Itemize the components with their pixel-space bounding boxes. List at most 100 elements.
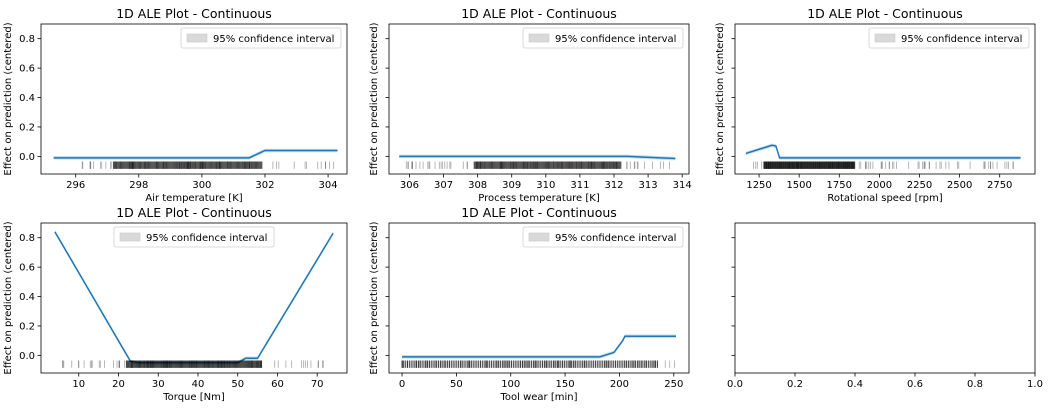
- legend-swatch: [186, 33, 208, 43]
- rug-marks: [81, 161, 335, 169]
- legend: 95% confidence interval: [522, 27, 684, 49]
- panel-title: 1D ALE Plot - Continuous: [461, 6, 617, 21]
- x-tick-label: 2500: [947, 180, 972, 191]
- legend: 95% confidence interval: [522, 226, 684, 248]
- x-tick-label: 200: [610, 379, 629, 390]
- x-tick-label: 30: [152, 379, 165, 390]
- x-tick-label: 314: [673, 180, 692, 191]
- axes-frame: [40, 23, 348, 175]
- axes-frame: [388, 222, 690, 374]
- y-tick-label: 0.2: [19, 321, 35, 332]
- y-tick-label: 0.6: [19, 263, 35, 274]
- ale-line: [399, 155, 676, 160]
- x-axis-label: Torque [Nm]: [162, 392, 225, 403]
- panel-3: 1D ALE Plot - Continuous 1250 1500 1750 2000…: [715, 6, 1036, 204]
- y-tick-label: 0.8: [19, 233, 35, 244]
- ale-line: [53, 149, 338, 159]
- legend-label: 95% confidence interval: [555, 34, 676, 45]
- rug-marks: [401, 360, 675, 368]
- panel-2: 1D ALE Plot - Continuous 306 307 308 309 310 3…: [369, 6, 692, 204]
- legend-swatch: [528, 33, 550, 43]
- panel-title: 1D ALE Plot - Continuous: [116, 205, 272, 220]
- x-axis-label: Air temperature [K]: [145, 193, 242, 204]
- legend: 95% confidence interval: [868, 27, 1030, 49]
- y-tick-label: 0.4: [19, 292, 35, 303]
- x-tick-label: 2250: [907, 180, 932, 191]
- x-tick-label: 0.6: [907, 379, 923, 390]
- legend-swatch: [119, 232, 141, 242]
- x-tick-label: 309: [502, 180, 521, 191]
- legend-box: [113, 226, 275, 248]
- y-tick-label: 0.2: [19, 122, 35, 133]
- panel-6: 0.0 0.2 0.4 0.6 0.8 1.0: [727, 222, 1043, 390]
- x-tick-label: 313: [639, 180, 658, 191]
- y-tick-label: 0.8: [19, 34, 35, 45]
- y-tick-label: 0.0: [19, 152, 35, 163]
- x-tick-label: 304: [319, 180, 338, 191]
- rug-marks: [62, 360, 324, 368]
- panel-1: 1D ALE Plot - Continuous 296 298 300 302 304 0…: [3, 6, 348, 204]
- x-axis-label: Process temperature [K]: [478, 193, 600, 204]
- y-tick-label: 0.0: [19, 351, 35, 362]
- x-tick-label: 1750: [827, 180, 852, 191]
- x-tick-label: 298: [129, 180, 148, 191]
- x-tick-label: 250: [664, 379, 683, 390]
- x-tick-label: 308: [468, 180, 487, 191]
- legend-label: 95% confidence interval: [901, 34, 1022, 45]
- axes-frame: [388, 23, 690, 175]
- legend-swatch: [874, 33, 896, 43]
- y-axis-label: Effect on prediction (centered): [3, 22, 14, 175]
- legend-label: 95% confidence interval: [555, 233, 676, 244]
- legend-box: [180, 27, 342, 49]
- x-tick-label: 2000: [867, 180, 892, 191]
- panel-title: 1D ALE Plot - Continuous: [461, 205, 617, 220]
- x-tick-label: 40: [192, 379, 205, 390]
- legend-box: [522, 27, 684, 49]
- x-tick-label: 1.0: [1027, 379, 1043, 390]
- x-tick-label: 50: [450, 379, 463, 390]
- x-tick-label: 100: [501, 379, 520, 390]
- ale-line: [745, 144, 1021, 159]
- x-tick-label: 1500: [786, 180, 811, 191]
- y-tick-label: 0.4: [19, 93, 35, 104]
- x-tick-label: 302: [255, 180, 274, 191]
- x-axis-label: Tool wear [min]: [499, 392, 577, 403]
- axes-frame: [40, 222, 348, 374]
- x-tick-label: 0.0: [727, 379, 743, 390]
- panel-5: 1D ALE Plot - Continuous 0 50 100 150 200 250 T…: [369, 205, 690, 403]
- y-axis-label: Effect on prediction (centered): [369, 22, 380, 175]
- axes-frame: [734, 222, 1036, 374]
- x-tick-label: 0.8: [967, 379, 983, 390]
- panel-title: 1D ALE Plot - Continuous: [116, 6, 272, 21]
- x-tick-label: 0.4: [847, 379, 863, 390]
- panel-4: 1D ALE Plot - Continuous 10 20 30 40 50 60 70 0.…: [3, 205, 348, 403]
- x-tick-label: 20: [112, 379, 125, 390]
- x-tick-label: 50: [231, 379, 244, 390]
- legend: 95% confidence interval: [113, 226, 275, 248]
- x-tick-label: 70: [311, 379, 324, 390]
- x-tick-label: 296: [66, 180, 85, 191]
- axes-frame: [734, 23, 1036, 175]
- y-axis-label: Effect on prediction (centered): [3, 221, 14, 374]
- ale-line: [402, 335, 676, 358]
- x-tick-label: 60: [271, 379, 284, 390]
- rug-marks: [405, 161, 670, 169]
- rug-marks: [753, 161, 1014, 169]
- x-tick-label: 307: [434, 180, 453, 191]
- x-tick-label: 311: [570, 180, 589, 191]
- legend-label: 95% confidence interval: [146, 233, 267, 244]
- legend-box: [868, 27, 1030, 49]
- legend-box: [522, 226, 684, 248]
- x-tick-label: 0: [399, 379, 405, 390]
- x-tick-label: 2750: [987, 180, 1012, 191]
- x-tick-label: 306: [400, 180, 419, 191]
- legend-swatch: [528, 232, 550, 242]
- x-tick-label: 312: [604, 180, 623, 191]
- legend: 95% confidence interval: [180, 27, 342, 49]
- x-tick-label: 300: [192, 180, 211, 191]
- x-tick-label: 1250: [746, 180, 771, 191]
- x-tick-label: 10: [72, 379, 85, 390]
- x-axis-label: Rotational speed [rpm]: [827, 193, 942, 204]
- confidence-band: [53, 148, 338, 160]
